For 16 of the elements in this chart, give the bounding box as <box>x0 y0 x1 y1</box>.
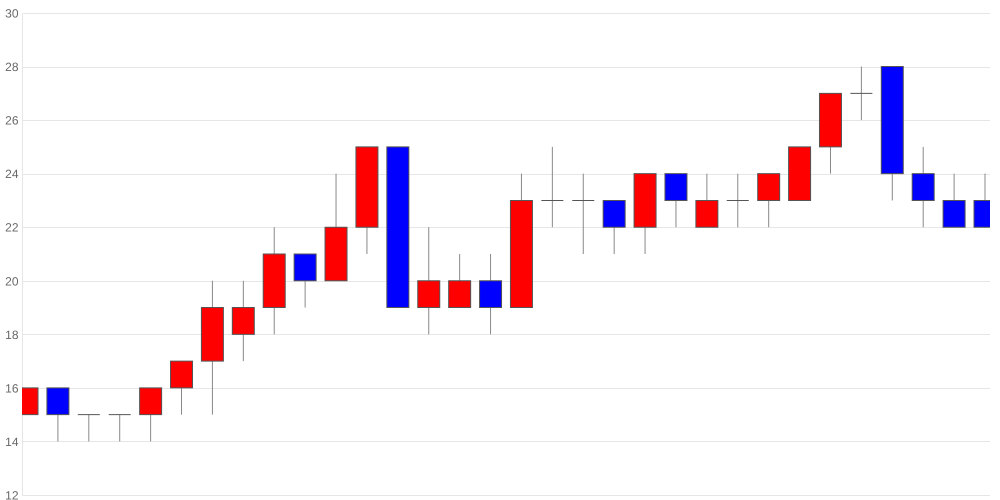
y-tick-label: 20 <box>5 274 19 288</box>
candlestick <box>572 173 595 254</box>
y-tick-label: 12 <box>5 488 19 500</box>
y-tick-label: 28 <box>5 60 19 74</box>
candlestick <box>77 414 100 442</box>
y-tick-label: 24 <box>5 167 19 182</box>
y-tick-label: 26 <box>5 114 19 128</box>
candlestick <box>726 173 750 228</box>
candlestick <box>108 414 132 442</box>
y-tick-label: 30 <box>5 6 19 20</box>
candlestick <box>540 146 564 228</box>
candlestick <box>850 66 873 121</box>
y-tick-label: 22 <box>5 220 19 235</box>
y-tick-label: 14 <box>5 434 19 449</box>
y-tick-label: 16 <box>5 381 19 396</box>
y-tick-label: 18 <box>5 328 19 342</box>
